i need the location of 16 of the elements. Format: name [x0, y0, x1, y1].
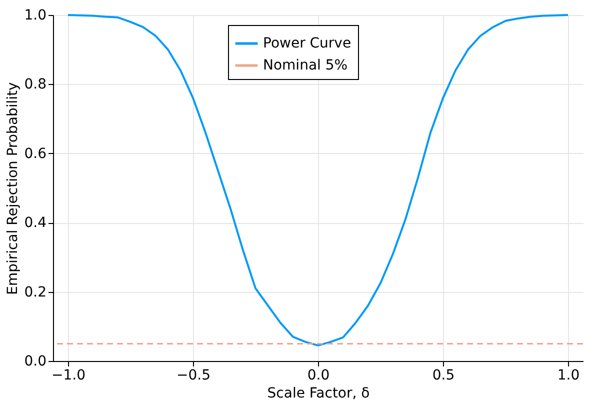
y-tick-label: 1.0 [24, 8, 46, 24]
y-tick-label: 0.2 [24, 284, 46, 300]
y-axis-title: Empirical Rejection Probability [5, 82, 22, 295]
y-tick-label: 0.6 [24, 146, 47, 162]
legend-label: Power Curve [263, 36, 352, 52]
x-tick-label: 1.0 [557, 368, 580, 384]
y-tick-label: 0.8 [24, 76, 46, 93]
x-tick-label: −1.0 [52, 368, 86, 384]
x-tick-label: −0.5 [176, 368, 210, 384]
x-axis-title: Scale Factor, δ [267, 386, 370, 402]
x-tick-label: 0.5 [432, 368, 455, 384]
y-tick-label: 0.0 [24, 354, 46, 370]
legend-label: Nominal 5% [263, 58, 348, 74]
x-tick-label: 0.0 [307, 368, 330, 384]
line-series [67, 14, 569, 346]
y-tick-label: 0.4 [24, 215, 47, 232]
